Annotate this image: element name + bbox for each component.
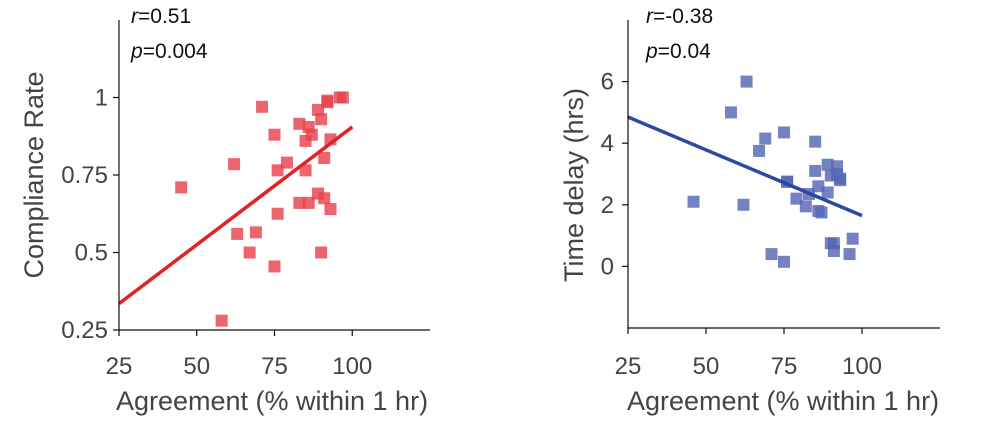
time-delay-point: [753, 144, 766, 157]
time-delay-y-tick-label: 4: [601, 130, 614, 157]
compliance-point: [271, 164, 284, 177]
compliance-y-tick-label: 0.75: [61, 162, 108, 189]
compliance-point: [315, 246, 328, 259]
time-delay-y-tick-label: 6: [601, 69, 614, 96]
compliance-point: [336, 91, 349, 104]
compliance-point: [268, 128, 281, 141]
time-delay-x-axis-label: Agreement (% within 1 hr): [627, 386, 939, 416]
compliance-point: [175, 181, 188, 194]
time-delay-panel: 0 2 4 6 25 50 75 100 Agreement (% within 1 hr)…: [559, 5, 940, 416]
time-delay-fit-line: [627, 115, 863, 218]
time-delay-point: [821, 158, 834, 171]
compliance-y-tick-label: 0.5: [75, 240, 108, 267]
time-delay-y-ticks: 0 2 4 6: [601, 69, 628, 280]
compliance-point: [271, 207, 284, 220]
time-delay-point: [778, 255, 790, 268]
compliance-point: [231, 227, 244, 240]
time-delay-point: [759, 132, 772, 145]
compliance-x-ticks: 25 50 75 100: [106, 330, 372, 380]
time-delay-point: [765, 248, 778, 261]
compliance-x-axis-label: Agreement (% within 1 hr): [116, 386, 428, 416]
time-delay-x-ticks: 25 50 75 100: [615, 328, 882, 380]
compliance-y-tick-label: 1: [95, 85, 108, 112]
compliance-y-ticks: 0.25 0.5 0.75 1: [61, 85, 119, 344]
time-delay-point: [799, 200, 812, 213]
time-delay-points: [687, 75, 859, 268]
compliance-point: [315, 113, 328, 126]
compliance-y-tick-label: 0.25: [61, 317, 108, 344]
time-delay-point: [809, 164, 822, 177]
time-delay-point: [809, 135, 822, 148]
compliance-point: [318, 192, 331, 205]
compliance-point: [324, 203, 337, 216]
time-delay-point: [724, 106, 737, 119]
compliance-p-stat: p=0.004: [130, 40, 208, 63]
time-delay-y-axis-label: Time delay (hrs): [559, 88, 589, 282]
compliance-point: [293, 196, 306, 209]
compliance-point: [249, 226, 262, 239]
time-delay-point: [778, 126, 790, 139]
time-delay-x-tick-label: 25: [615, 353, 642, 380]
compliance-point: [215, 314, 228, 327]
compliance-x-tick-label: 100: [332, 353, 372, 380]
compliance-y-axis-label: Compliance Rate: [19, 71, 49, 278]
time-delay-point: [815, 206, 828, 219]
compliance-point: [318, 151, 331, 164]
time-delay-point: [821, 186, 834, 199]
time-delay-point: [687, 195, 700, 208]
compliance-points: [175, 91, 349, 327]
time-delay-point: [790, 192, 803, 205]
compliance-point: [293, 117, 306, 130]
time-delay-point: [827, 237, 840, 250]
time-delay-y-tick-label: 2: [601, 192, 614, 219]
time-delay-y-tick-label: 0: [601, 253, 614, 280]
compliance-point: [302, 196, 315, 209]
time-delay-point: [740, 75, 753, 88]
time-delay-x-tick-label: 75: [771, 353, 798, 380]
compliance-panel: 0.25 0.5 0.75 1 25 50 75 100 Agreement (% with…: [19, 5, 430, 416]
compliance-r-stat: r=0.51: [131, 5, 191, 28]
compliance-x-tick-label: 50: [183, 353, 210, 380]
compliance-point: [321, 94, 334, 107]
compliance-point: [280, 156, 293, 169]
compliance-point: [299, 164, 312, 177]
time-delay-p-stat: p=0.04: [645, 40, 711, 63]
time-delay-point: [831, 160, 844, 173]
compliance-point: [256, 100, 269, 113]
compliance-point: [243, 246, 256, 259]
compliance-point: [268, 260, 281, 273]
time-delay-point: [834, 172, 847, 185]
time-delay-point: [843, 248, 856, 261]
time-delay-point: [737, 198, 750, 211]
time-delay-r-stat: r=-0.38: [646, 5, 713, 28]
compliance-point: [305, 128, 318, 141]
time-delay-x-tick-label: 50: [693, 353, 720, 380]
time-delay-point: [812, 180, 825, 193]
compliance-point: [312, 103, 325, 116]
compliance-point: [228, 158, 241, 171]
compliance-x-tick-label: 75: [261, 353, 288, 380]
compliance-x-tick-label: 25: [106, 353, 133, 380]
time-delay-x-tick-label: 100: [842, 353, 882, 380]
time-delay-point: [846, 232, 859, 245]
compliance-fit-line: [117, 125, 354, 306]
